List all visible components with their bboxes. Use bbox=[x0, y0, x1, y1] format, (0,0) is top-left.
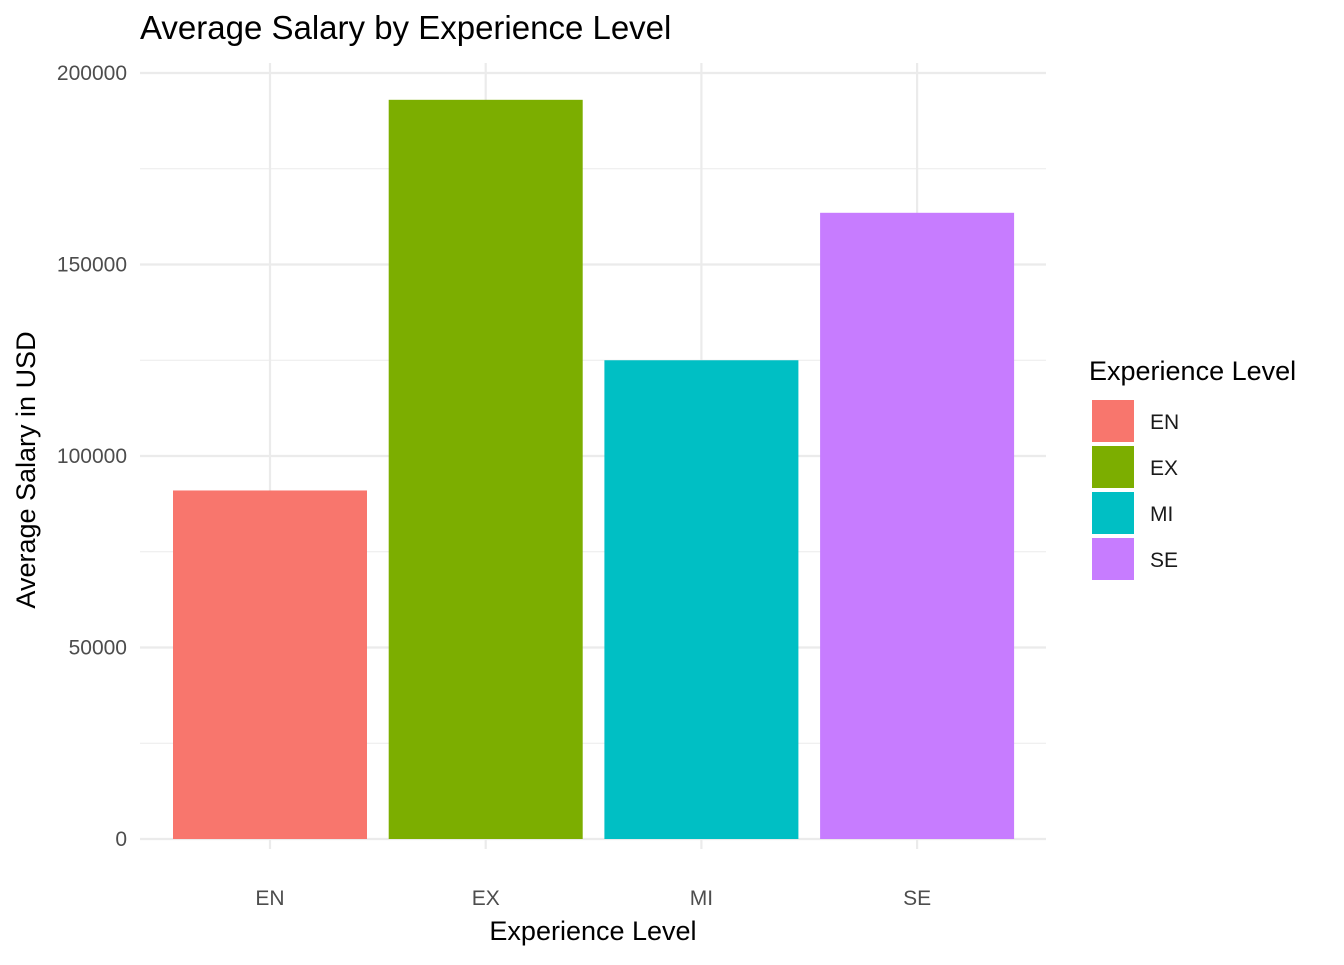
y-tick-label: 50000 bbox=[69, 637, 127, 660]
y-axis-title: Average Salary in USD bbox=[11, 331, 41, 608]
y-tick-label: 100000 bbox=[57, 445, 127, 468]
legend-key-ex bbox=[1092, 446, 1134, 488]
legend-label: SE bbox=[1150, 549, 1178, 572]
y-axis-tick-labels: 0 50000 100000 150000 200000 bbox=[57, 62, 127, 851]
legend-items: EN EX MI SE bbox=[1092, 400, 1179, 580]
legend: Experience Level EN EX MI SE bbox=[1089, 356, 1296, 580]
x-axis-tick-labels: EN EX MI SE bbox=[255, 887, 931, 910]
chart-title: Average Salary by Experience Level bbox=[140, 9, 671, 46]
legend-key-mi bbox=[1092, 492, 1134, 534]
bars bbox=[173, 99, 1015, 840]
x-axis-title: Experience Level bbox=[489, 916, 696, 946]
x-tick-label: EX bbox=[472, 887, 500, 910]
bar-se bbox=[820, 212, 1015, 840]
bar-mi bbox=[604, 360, 799, 839]
legend-key-en bbox=[1092, 400, 1134, 442]
x-tick-label: MI bbox=[690, 887, 713, 910]
bar-ex bbox=[388, 99, 583, 839]
y-tick-label: 150000 bbox=[57, 254, 127, 277]
legend-label: MI bbox=[1150, 503, 1173, 526]
y-tick-label: 200000 bbox=[57, 62, 127, 85]
legend-label: EN bbox=[1150, 411, 1179, 434]
bar-en bbox=[173, 490, 367, 839]
x-tick-label: SE bbox=[903, 887, 931, 910]
legend-key-se bbox=[1092, 538, 1134, 580]
y-tick-label: 0 bbox=[115, 828, 127, 851]
legend-label: EX bbox=[1150, 457, 1178, 480]
legend-title: Experience Level bbox=[1089, 356, 1296, 386]
x-tick-label: EN bbox=[255, 887, 284, 910]
